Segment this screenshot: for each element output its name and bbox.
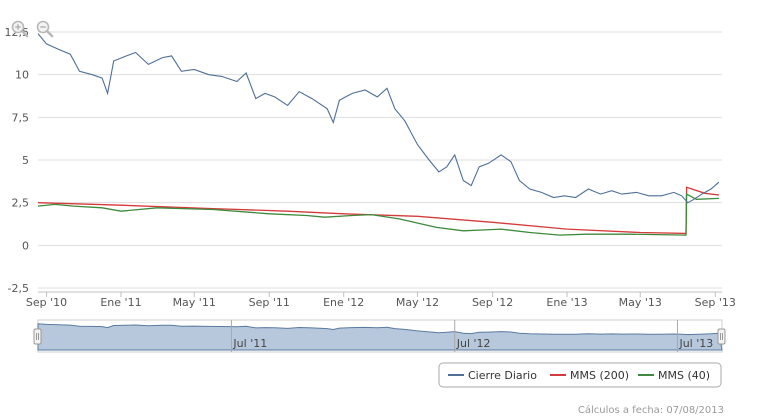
series-line-cierre-diario xyxy=(37,33,720,204)
y-tick-label: 2,5 xyxy=(12,197,30,210)
navigator[interactable]: Jul '11 Jul '12 Jul '13 xyxy=(33,319,726,353)
zoom-out-icon[interactable] xyxy=(36,20,54,38)
navigator-handle-right[interactable] xyxy=(717,328,726,345)
navigator-area xyxy=(37,323,723,351)
legend-item-label[interactable]: MMS (200) xyxy=(570,369,629,382)
x-tick-label: Ene '13 xyxy=(546,296,587,309)
y-tick-label: -2,5 xyxy=(8,282,29,295)
x-tick-label: May '12 xyxy=(396,296,439,309)
legend-item-label[interactable]: Cierre Diario xyxy=(468,369,537,382)
x-tick-label: Ene '11 xyxy=(100,296,141,309)
legend: Cierre Diario MMS (200) MMS (40) xyxy=(438,362,722,388)
x-tick-label: May '11 xyxy=(173,296,216,309)
legend-box xyxy=(438,362,722,388)
footer-date: Cálculos a fecha: 07/08/2013 xyxy=(577,405,724,416)
x-tick-label: Sep '11 xyxy=(249,296,290,309)
series-lines xyxy=(37,33,720,236)
y-axis: 12,5107,552,50-2,5 xyxy=(5,26,30,295)
y-tick-label: 7,5 xyxy=(12,111,30,124)
x-tick-label: Ene '12 xyxy=(323,296,364,309)
y-tick-label: 10 xyxy=(15,69,29,82)
x-tick-label: Sep '12 xyxy=(472,296,513,309)
navigator-label: Jul '12 xyxy=(456,337,491,350)
navigator-label: Jul '11 xyxy=(232,337,267,350)
series-line-mms-40 xyxy=(37,193,719,236)
navigator-label: Jul '13 xyxy=(678,337,713,350)
y-tick-label: 0 xyxy=(22,239,29,252)
x-tick-label: Sep '13 xyxy=(695,296,736,309)
navigator-labels: Jul '11 Jul '12 Jul '13 xyxy=(230,320,713,352)
x-tick-label: May '13 xyxy=(619,296,662,309)
legend-item-label[interactable]: MMS (40) xyxy=(658,369,710,382)
y-grid xyxy=(38,31,722,289)
zoom-in-icon[interactable] xyxy=(11,20,29,38)
x-axis: Sep '10 Ene '11 May '11 Sep '11 Ene '12 May '… xyxy=(26,291,736,309)
y-tick-label: 5 xyxy=(22,154,29,167)
navigator-handle-left[interactable] xyxy=(33,328,42,345)
series-line-mms-200 xyxy=(37,186,719,235)
x-tick-label: Sep '10 xyxy=(26,296,67,309)
